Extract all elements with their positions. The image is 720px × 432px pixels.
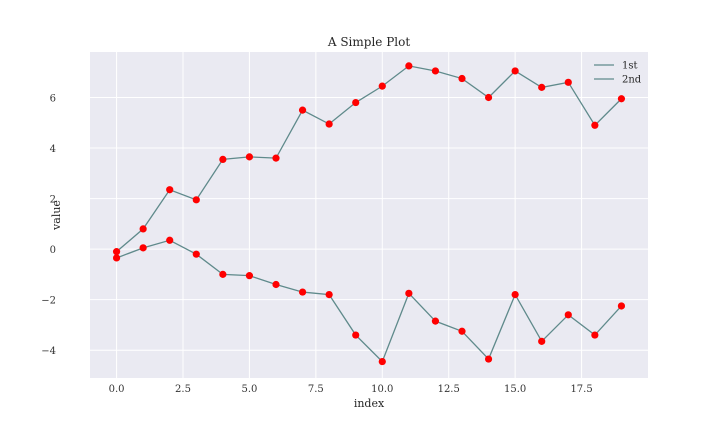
data-point-1st bbox=[298, 106, 307, 114]
y-tick-label: −2 bbox=[41, 296, 56, 307]
plot-area bbox=[90, 52, 648, 378]
series-layer bbox=[112, 62, 626, 366]
data-point-2nd bbox=[538, 337, 546, 345]
data-point-1st bbox=[405, 62, 413, 70]
data-point-2nd bbox=[219, 270, 227, 278]
data-point-1st bbox=[139, 225, 147, 233]
x-tick-label: 15.0 bbox=[504, 384, 526, 395]
data-point-1st bbox=[166, 186, 174, 194]
data-point-1st bbox=[484, 93, 493, 102]
legend-label-2nd: 2nd bbox=[622, 75, 642, 86]
x-tick-label: 5.0 bbox=[241, 384, 257, 395]
x-tick-label: 0.0 bbox=[109, 384, 125, 395]
y-tick-label: 0 bbox=[50, 245, 56, 256]
data-point-2nd bbox=[245, 272, 254, 280]
data-point-2nd bbox=[112, 254, 121, 262]
data-point-2nd bbox=[617, 302, 626, 310]
y-tick-label: 2 bbox=[50, 195, 56, 206]
data-point-2nd bbox=[591, 331, 599, 339]
data-point-1st bbox=[378, 82, 386, 90]
data-point-1st bbox=[564, 78, 572, 86]
y-tick-label: 4 bbox=[50, 144, 56, 155]
series-line-2nd bbox=[116, 239, 622, 363]
x-tick-label: 10.0 bbox=[371, 384, 393, 395]
data-point-2nd bbox=[405, 289, 413, 297]
y-tick-label: −4 bbox=[41, 346, 56, 357]
data-point-2nd bbox=[564, 311, 572, 319]
x-tick-label: 2.5 bbox=[175, 384, 191, 395]
data-point-1st bbox=[219, 155, 227, 164]
x-tick-label: 17.5 bbox=[570, 384, 592, 395]
data-point-2nd bbox=[166, 236, 174, 244]
data-point-2nd bbox=[458, 327, 466, 335]
data-point-1st bbox=[325, 120, 333, 128]
data-point-2nd bbox=[378, 357, 386, 366]
data-point-1st bbox=[431, 67, 440, 75]
tick-labels: 0.0 2.5 5.0 7.5 10.0 12.5 15.0 17.5 −4 −2 0 2 4 6 bbox=[41, 93, 592, 395]
data-point-2nd bbox=[511, 291, 519, 299]
data-point-2nd bbox=[352, 331, 360, 339]
grid-lines bbox=[90, 52, 648, 378]
data-point-1st bbox=[272, 154, 280, 162]
data-point-2nd bbox=[298, 288, 307, 296]
legend: 1st 2nd bbox=[594, 61, 642, 86]
x-tick-label: 7.5 bbox=[308, 384, 324, 395]
y-axis-title: value bbox=[50, 200, 63, 231]
legend-label-1st: 1st bbox=[622, 61, 638, 72]
data-point-1st bbox=[511, 67, 519, 75]
data-point-2nd bbox=[431, 317, 440, 325]
data-point-2nd bbox=[139, 244, 147, 252]
series-line-1st bbox=[116, 65, 622, 253]
x-axis-title: index bbox=[354, 397, 385, 410]
y-tick-label: 6 bbox=[50, 93, 56, 104]
data-point-1st bbox=[192, 196, 200, 204]
data-point-1st bbox=[245, 153, 254, 161]
data-point-1st bbox=[538, 83, 546, 91]
data-point-1st bbox=[617, 95, 626, 103]
data-point-2nd bbox=[325, 291, 333, 299]
x-tick-label: 12.5 bbox=[438, 384, 460, 395]
data-point-2nd bbox=[272, 280, 280, 289]
data-point-2nd bbox=[484, 355, 493, 363]
data-point-2nd bbox=[192, 250, 200, 258]
data-point-1st bbox=[112, 248, 121, 256]
chart-title: A Simple Plot bbox=[327, 35, 410, 49]
data-point-1st bbox=[591, 121, 599, 129]
data-point-1st bbox=[352, 98, 360, 107]
data-point-1st bbox=[458, 74, 466, 83]
